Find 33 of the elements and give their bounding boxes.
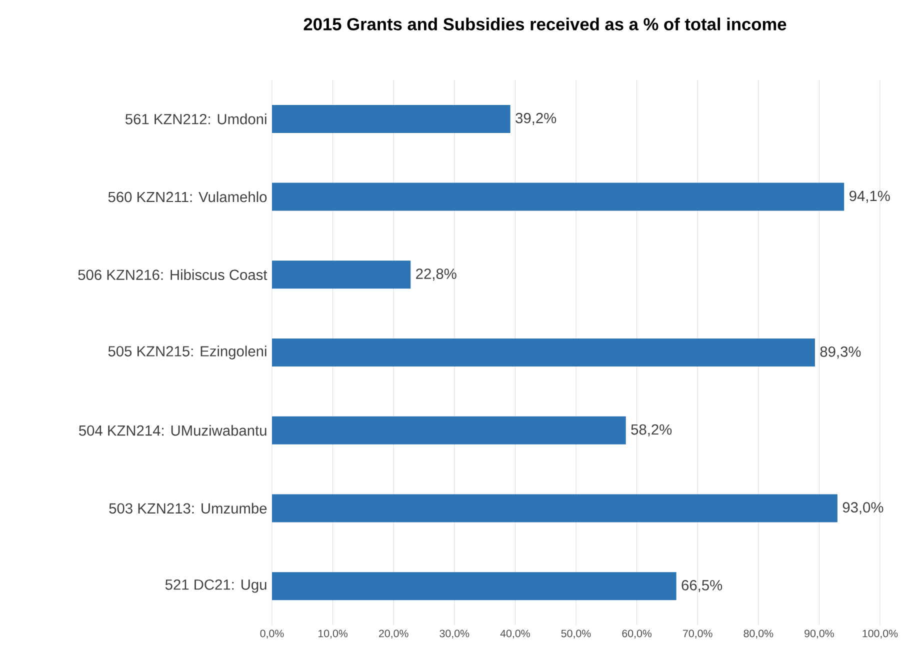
- data-label: 22,8%: [416, 268, 456, 281]
- bar: [272, 182, 844, 211]
- x-tick-label: 50,0%: [561, 630, 591, 639]
- y-tick-label: 561 KZN212: Umdoni: [125, 114, 266, 124]
- data-label: 93,0%: [842, 502, 884, 514]
- x-tick-label: 40,0%: [500, 630, 530, 639]
- x-tick-label: 80,0%: [744, 630, 774, 639]
- data-label: 39,2%: [516, 112, 556, 125]
- data-label: 89,3%: [820, 346, 861, 359]
- y-tick-label: 506 KZN216: Hibiscus Coast: [78, 269, 268, 280]
- y-tick-label: 504 KZN214: UMuziwabantu: [79, 424, 266, 436]
- data-label: 58,2%: [631, 424, 672, 436]
- x-tick-label: 10,0%: [318, 630, 348, 639]
- data-label: 94,1%: [850, 190, 890, 203]
- bar: [272, 416, 626, 444]
- y-tick-label: 521 DC21: Ugu: [165, 579, 266, 593]
- x-tick-label: 100,0%: [862, 630, 898, 639]
- bar: [272, 572, 676, 600]
- x-tick-label: 20,0%: [379, 630, 408, 639]
- bar: [272, 260, 411, 289]
- x-tick-label: 90,0%: [804, 630, 834, 639]
- x-tick-label: 60,0%: [622, 630, 652, 639]
- x-tick-label: 30,0%: [440, 630, 470, 639]
- x-tick-label: 70,0%: [683, 630, 712, 639]
- y-tick-label: 503 KZN213: Umzumbe: [109, 502, 267, 514]
- bar: [272, 338, 815, 367]
- bar: [272, 494, 838, 522]
- bar: [272, 104, 510, 133]
- data-label: 66,5%: [682, 580, 722, 592]
- chart-title: 2015 Grants and Subsidies received as a % of total income: [304, 18, 786, 30]
- y-tick-label: 505 KZN215: Ezingoleni: [108, 346, 266, 360]
- x-tick-label: 0,0%: [260, 630, 284, 639]
- y-tick-label: 560 KZN211: Vulamehlo: [108, 191, 267, 202]
